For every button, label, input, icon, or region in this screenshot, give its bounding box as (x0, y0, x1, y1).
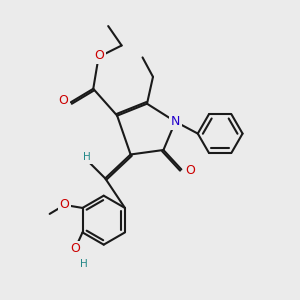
Text: H: H (83, 152, 91, 163)
Text: O: O (70, 242, 80, 255)
Text: O: O (94, 50, 104, 62)
Text: O: O (58, 94, 68, 107)
Text: O: O (60, 198, 70, 212)
Text: N: N (171, 115, 180, 128)
Text: H: H (80, 259, 88, 269)
Text: O: O (185, 164, 195, 177)
